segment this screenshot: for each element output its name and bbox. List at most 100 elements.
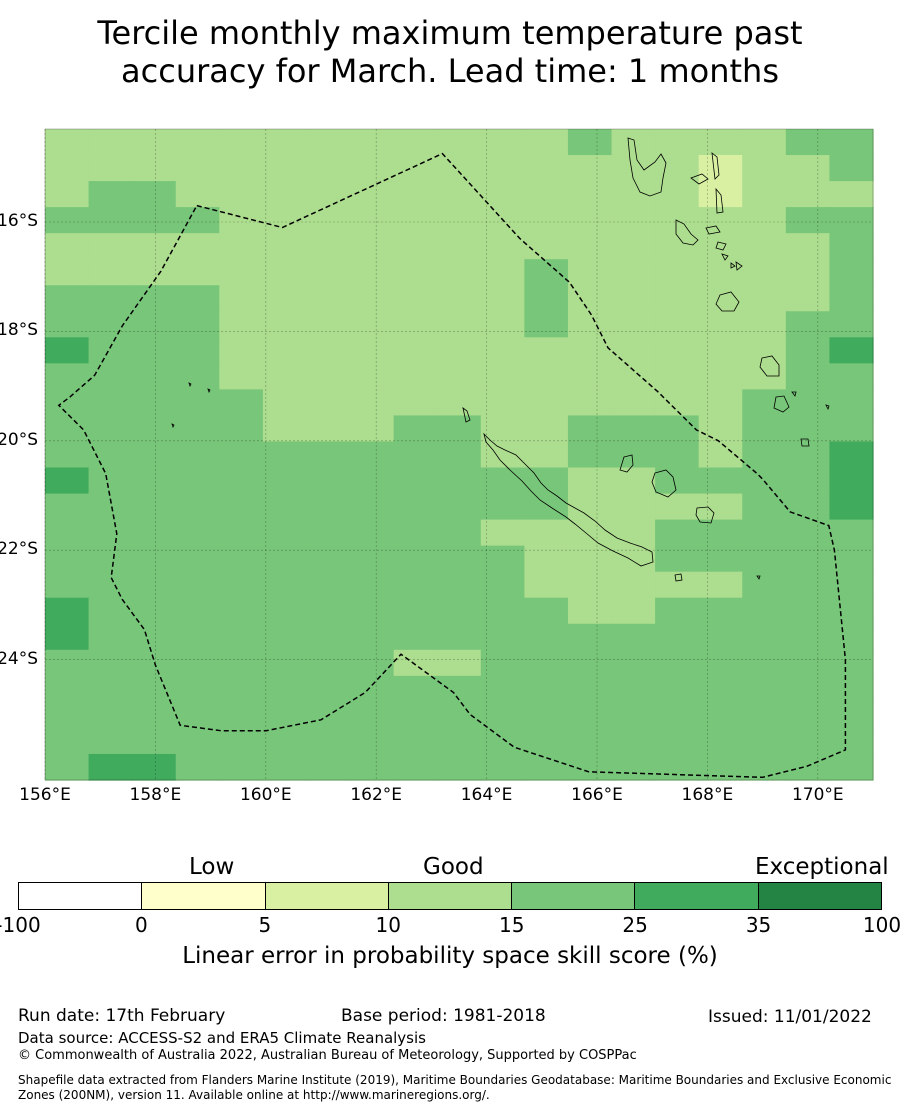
grid-cell	[698, 285, 743, 312]
grid-cell	[132, 389, 177, 417]
grid-cell	[480, 675, 525, 703]
grid-cell	[175, 207, 220, 234]
grid-cell	[88, 467, 133, 495]
grid-cell	[829, 519, 874, 547]
grid-cell	[698, 571, 743, 599]
grid-cell	[611, 597, 656, 625]
grid-cell	[655, 129, 700, 156]
grid-cell	[524, 311, 569, 338]
grid-cell	[655, 285, 700, 312]
colorbar-segment	[19, 883, 143, 909]
grid-cell	[480, 597, 525, 625]
grid-cell	[829, 285, 874, 312]
grid-cell	[829, 493, 874, 521]
grid-cell	[742, 207, 787, 234]
map	[44, 128, 874, 781]
grid-cell	[45, 571, 90, 599]
grid-cell	[393, 571, 438, 599]
colorbar-tick-label: 25	[622, 913, 648, 937]
grid-cell	[655, 259, 700, 286]
grid-cell	[45, 597, 90, 625]
eez-boundary-line	[57, 152, 847, 779]
grid-cell	[480, 519, 525, 547]
grid-cell	[611, 363, 656, 390]
grid-cell	[350, 623, 395, 651]
grid-cell	[350, 519, 395, 547]
grid-cell	[742, 389, 787, 417]
grid-cell	[45, 467, 90, 495]
grid-cell	[262, 467, 308, 495]
longitude-tick-label: 170°E	[791, 785, 844, 805]
grid-cell	[45, 701, 90, 729]
grid-cell	[437, 181, 482, 208]
grid-cell	[132, 467, 177, 495]
grid-cell	[437, 155, 482, 182]
grid-cell	[393, 623, 438, 651]
grid-cell	[88, 493, 133, 521]
grid-cell	[742, 441, 787, 469]
grid-cell	[611, 155, 656, 182]
grid-cell	[88, 415, 133, 443]
grid-cell	[393, 597, 438, 625]
grid-cell	[611, 129, 656, 156]
grid-cell	[350, 337, 395, 364]
grid-cell	[742, 129, 787, 156]
grid-cell	[262, 259, 308, 286]
longitude-tick-label: 156°E	[19, 785, 71, 805]
shepherd-islands-coastline	[721, 253, 743, 271]
grid-cell	[306, 753, 351, 781]
grid-cell	[742, 285, 787, 312]
grid-cell	[480, 623, 525, 651]
grid-cell	[88, 623, 133, 651]
grid-cell	[829, 259, 874, 286]
grid-cell	[393, 701, 438, 729]
grid-cell	[567, 363, 613, 390]
grid-cell	[393, 649, 438, 677]
grid-cell	[480, 415, 525, 443]
grid-cell	[611, 441, 656, 469]
grid-cell	[524, 649, 569, 677]
grid-cell	[393, 415, 438, 443]
grid-cell	[350, 207, 395, 234]
grid-cell	[698, 727, 743, 755]
grid-cell	[437, 311, 482, 338]
grid-cell	[219, 623, 264, 651]
isle-of-pines-coastline	[674, 573, 683, 582]
grid-cell	[306, 363, 351, 390]
grid-cell	[175, 233, 220, 260]
grid-cell	[785, 597, 831, 625]
grid-cell	[350, 155, 395, 182]
grid-cell	[437, 675, 482, 703]
grid-cell	[175, 753, 220, 781]
shapefile-credit-1: Shapefile data extracted from Flanders M…	[18, 1073, 892, 1087]
grid-cell	[524, 467, 569, 495]
belep-coastline	[462, 407, 471, 423]
graticule	[44, 129, 873, 780]
grid-cell	[524, 545, 569, 573]
grid-cell	[742, 363, 787, 390]
erromango-coastline	[759, 355, 780, 377]
grid-cell	[175, 389, 220, 417]
new-caledonia-coastline	[483, 432, 654, 567]
grid-cell	[785, 363, 831, 390]
grid-cell	[262, 519, 308, 547]
grid-cell	[175, 519, 220, 547]
latitude-tick-label: 20°S	[0, 429, 38, 450]
grid-cell	[611, 571, 656, 599]
grid-cell	[175, 649, 220, 677]
colorbar-tick-label: 35	[745, 913, 772, 937]
grid-cell	[524, 571, 569, 599]
grid-cell	[829, 675, 874, 703]
grid-cell	[219, 545, 264, 573]
grid-cell	[785, 259, 831, 286]
colorbar-tick-label: 0	[135, 913, 148, 937]
grid-cell	[175, 285, 220, 312]
grid-cell	[306, 415, 351, 443]
grid-cell	[350, 649, 395, 677]
grid-cell	[611, 753, 656, 781]
base-period: Base period: 1981-2018	[341, 1006, 546, 1026]
grid-cell	[742, 545, 787, 573]
grid-cell	[306, 441, 351, 469]
grid-cell	[306, 623, 351, 651]
grid-cell	[132, 545, 177, 573]
